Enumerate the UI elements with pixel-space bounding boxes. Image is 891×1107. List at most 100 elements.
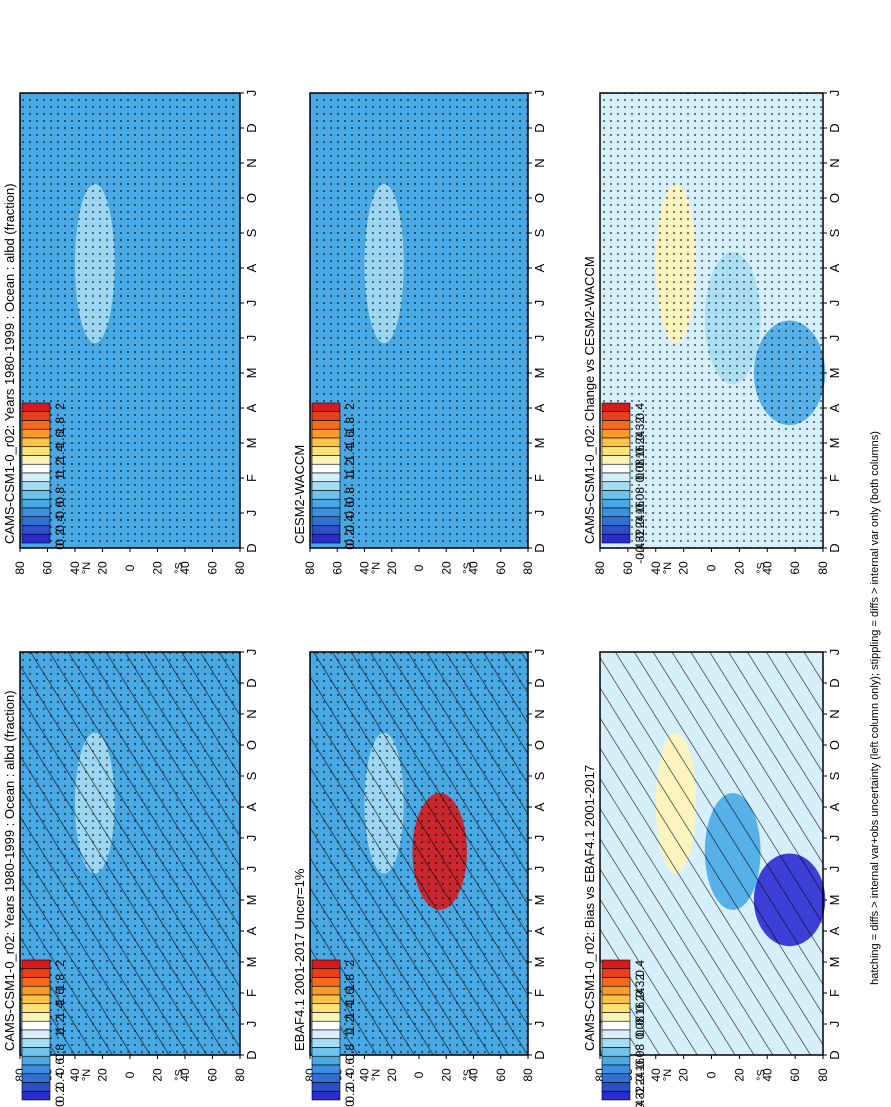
month-tick-label: D xyxy=(827,123,842,132)
colorbar-swatch xyxy=(21,481,51,491)
colorbar-label: 2 xyxy=(343,960,357,967)
colorbar-swatch xyxy=(601,402,631,413)
panel-title: CAMS-CSM1-0_r02: Change vs CESM2-WACCM xyxy=(582,256,597,544)
lat-tick-label: 20 xyxy=(439,1068,453,1082)
panel-left-top: DJFMAMJJASONDJ80604020020406080°N°SCAMS-… xyxy=(2,649,259,1082)
colorbar-swatch xyxy=(601,977,631,987)
month-tick-label: N xyxy=(827,709,842,718)
colorbar-label: 1 xyxy=(343,473,357,480)
colorbar-swatch xyxy=(21,1020,51,1031)
colorbar-label: 0.24 xyxy=(633,988,647,1012)
colorbar-swatch xyxy=(601,481,631,491)
colorbar-swatch xyxy=(21,1082,51,1092)
colorbar-label: 0 xyxy=(53,1100,67,1107)
colorbar-swatch xyxy=(311,1047,341,1057)
month-tick-label: M xyxy=(532,438,547,449)
colorbar-swatch xyxy=(601,490,631,500)
lat-tick-label: 80 xyxy=(13,561,27,575)
month-tick-label: A xyxy=(532,263,547,272)
lat-tick-label: 0 xyxy=(705,564,719,571)
lat-tick-label: 40 xyxy=(760,561,774,575)
panel-title: CAMS-CSM1-0_r02: Years 1980-1999 : Ocean… xyxy=(2,690,17,1051)
colorbar-swatch xyxy=(21,1064,51,1075)
colorbar-swatch xyxy=(21,1038,51,1048)
colorbar-label: -0.08 xyxy=(633,487,647,515)
month-tick-label: A xyxy=(827,263,842,272)
colorbar-label: 0.6 xyxy=(343,501,357,518)
month-tick-label: M xyxy=(244,438,259,449)
month-tick-label: J xyxy=(244,510,259,517)
lat-tick-label: 40 xyxy=(358,561,372,575)
stipple-overlay xyxy=(600,93,823,548)
colorbar-difference: 0.40.320.240.160.080 -0.08-0.16-0.24-0.32… xyxy=(601,402,647,564)
lat-tick-label: 40 xyxy=(467,1068,481,1082)
month-tick-label: M xyxy=(532,895,547,906)
month-tick-label: J xyxy=(244,866,259,873)
colorbar-swatch xyxy=(311,1090,341,1101)
lat-tick-label: 80 xyxy=(303,561,317,575)
hemisphere-label: °N xyxy=(370,562,382,574)
lat-tick-label: 40 xyxy=(68,1068,82,1082)
lat-tick-label: 80 xyxy=(233,1068,247,1082)
colorbar-label: 1.6 xyxy=(53,988,67,1005)
colorbar-swatch xyxy=(311,968,341,978)
colorbar-swatch xyxy=(311,472,341,483)
lat-tick-label: 20 xyxy=(677,1068,691,1082)
colorbar-swatch xyxy=(601,525,631,535)
stipple-overlay xyxy=(20,93,240,548)
colorbar-swatch xyxy=(311,533,341,544)
colorbar-label: 0.08 xyxy=(633,1016,647,1040)
lat-tick-label: 40 xyxy=(649,561,663,575)
month-tick-label: J xyxy=(532,300,547,307)
lat-tick-label: 80 xyxy=(521,561,535,575)
lat-tick-label: 40 xyxy=(649,1068,663,1082)
colorbar-swatch xyxy=(21,994,51,1005)
lat-tick-label: 80 xyxy=(233,561,247,575)
colorbar-swatch xyxy=(311,411,341,421)
colorbar-swatch xyxy=(21,516,51,526)
colorbar-label: 0.6 xyxy=(53,1058,67,1075)
month-tick-label: D xyxy=(532,1050,547,1059)
colorbar-swatch xyxy=(311,1012,341,1022)
colorbar-label: 0 xyxy=(343,543,357,550)
lat-tick-label: 80 xyxy=(816,561,830,575)
lat-tick-label: 20 xyxy=(732,1068,746,1082)
lat-tick-label: 80 xyxy=(521,1068,535,1082)
month-tick-label: J xyxy=(827,335,842,342)
month-tick-label: A xyxy=(244,403,259,412)
month-tick-label: J xyxy=(827,510,842,517)
month-tick-label: J xyxy=(532,835,547,842)
month-tick-label: D xyxy=(532,678,547,687)
colorbar-label: 0 xyxy=(633,1030,647,1037)
colorbar-label: 0.8 xyxy=(53,487,67,504)
colorbar-label: 0.6 xyxy=(343,1058,357,1075)
lat-tick-label: 0 xyxy=(123,1071,137,1078)
colorbar-label: 0.2 xyxy=(343,1086,357,1103)
colorbar-label: 1.2 xyxy=(343,1016,357,1033)
colorbar-swatch xyxy=(311,498,341,509)
lat-tick-label: 80 xyxy=(593,561,607,575)
colorbar-label: 1.8 xyxy=(53,417,67,434)
colorbar-swatch xyxy=(311,507,341,518)
month-tick-label: A xyxy=(532,802,547,811)
month-tick-label: M xyxy=(244,368,259,379)
month-tick-label: F xyxy=(244,989,259,997)
colorbar-label: 0.4 xyxy=(633,960,647,977)
colorbar-label: -0.32 xyxy=(633,529,647,557)
colorbar-swatch xyxy=(21,977,51,987)
colorbar-swatch xyxy=(601,1020,631,1031)
month-tick-label: J xyxy=(532,510,547,517)
month-tick-label: O xyxy=(244,193,259,203)
colorbar-swatch xyxy=(601,1029,631,1040)
month-tick-label: A xyxy=(827,802,842,811)
panel-left-middle: DJFMAMJJASONDJ80604020020406080°N°SEBAF4… xyxy=(292,649,547,1082)
lat-tick-label: 20 xyxy=(385,1068,399,1082)
panel-right-bottom: D J F M A M J J A S O N D J 80 60 40 20 0 20 40 60 80 °N °S CAMS-… xyxy=(582,90,842,575)
month-tick-label: J xyxy=(532,90,547,97)
lat-tick-label: 60 xyxy=(621,561,635,575)
month-tick-label: O xyxy=(532,193,547,203)
colorbar-swatch xyxy=(21,968,51,978)
month-tick-label: A xyxy=(244,802,259,811)
